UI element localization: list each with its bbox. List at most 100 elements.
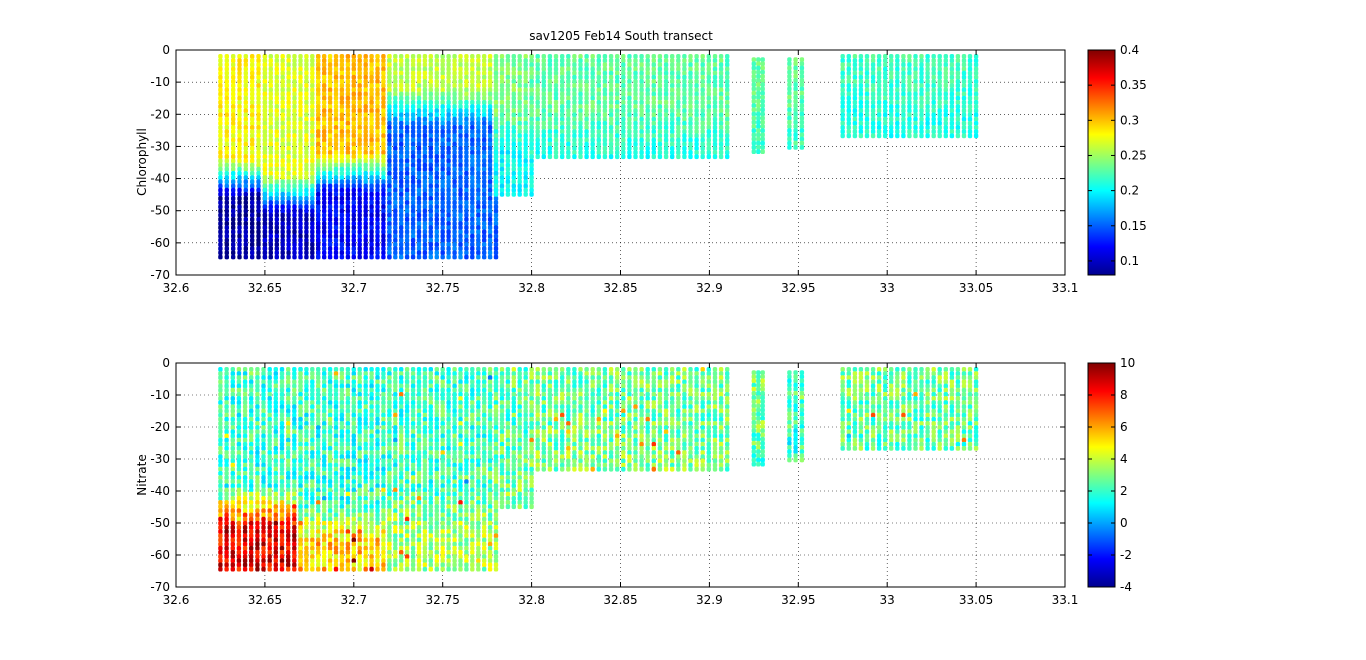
data-point [236,375,242,381]
data-point [547,62,553,68]
data-point [560,70,565,76]
data-point [919,58,924,63]
data-point [676,125,681,130]
data-point [224,416,229,422]
data-point [482,91,487,97]
data-point [547,108,553,114]
data-point [242,479,248,485]
data-point [487,171,493,176]
data-point [578,62,583,68]
data-point [428,66,433,72]
data-point [919,112,924,118]
data-point [760,132,765,138]
data-point [410,116,416,122]
data-point [339,129,345,134]
data-point [286,70,291,76]
data-point [274,221,279,226]
data-point [268,171,273,176]
data-point [578,79,583,84]
data-point [410,179,416,185]
data-point [602,154,608,160]
data-point [262,187,268,193]
data-point [967,87,973,93]
data-point [572,108,577,114]
data-point [756,57,761,62]
data-point [351,162,356,168]
data-point [645,112,650,118]
data-point [895,129,900,134]
data-point [304,200,309,206]
data-point [493,229,499,235]
data-point [292,191,297,197]
data-point [712,108,718,114]
data-point [434,254,439,260]
data-point [657,100,663,105]
data-point [476,158,481,164]
data-point [428,237,433,243]
data-point [381,129,386,134]
data-point [440,154,445,160]
data-point [273,541,278,547]
data-point [487,242,493,247]
data-point [268,150,273,155]
data-point [410,158,416,164]
data-point [250,133,255,139]
data-point [627,150,632,155]
data-point [399,187,404,193]
data-point [298,396,303,401]
data-point [273,533,278,539]
data-point [256,66,261,72]
data-point [381,62,386,68]
data-point [274,217,279,222]
data-point [279,454,285,460]
data-point [422,141,428,147]
data-point [261,450,266,455]
data-point [255,541,260,547]
data-point [298,454,303,460]
data-point [375,104,380,109]
data-point [889,74,894,80]
data-point [345,196,351,201]
data-point [718,116,724,122]
data-point [298,537,303,543]
data-point [230,504,235,510]
data-point [410,58,416,63]
data-point [218,129,223,134]
data-point [706,79,711,84]
data-point [381,58,386,63]
data-point [482,62,487,68]
data-point [541,95,546,101]
data-point [434,83,439,89]
data-point [529,91,534,97]
data-point [688,129,693,134]
data-point [913,104,918,109]
data-point [440,254,445,260]
data-point [292,233,297,239]
data-point [339,191,345,197]
data-point [268,87,273,93]
data-point [274,183,279,189]
data-point [393,208,398,214]
data-point [440,146,445,151]
data-point [218,500,223,505]
data-point [422,112,428,118]
data-point [273,545,278,551]
data-point [949,66,955,72]
data-point [499,175,505,180]
data-point [268,200,273,206]
data-point [242,375,248,381]
data-point [345,74,351,80]
data-point [333,200,339,206]
data-point [464,217,469,222]
data-point [399,200,404,206]
data-point [670,154,675,160]
data-point [725,58,730,63]
data-point [345,204,351,210]
data-point [458,166,463,172]
data-point [218,529,223,534]
data-point [345,246,351,251]
data-point [327,166,333,172]
data-point [645,74,650,80]
data-point [279,525,285,530]
data-point [304,129,309,134]
